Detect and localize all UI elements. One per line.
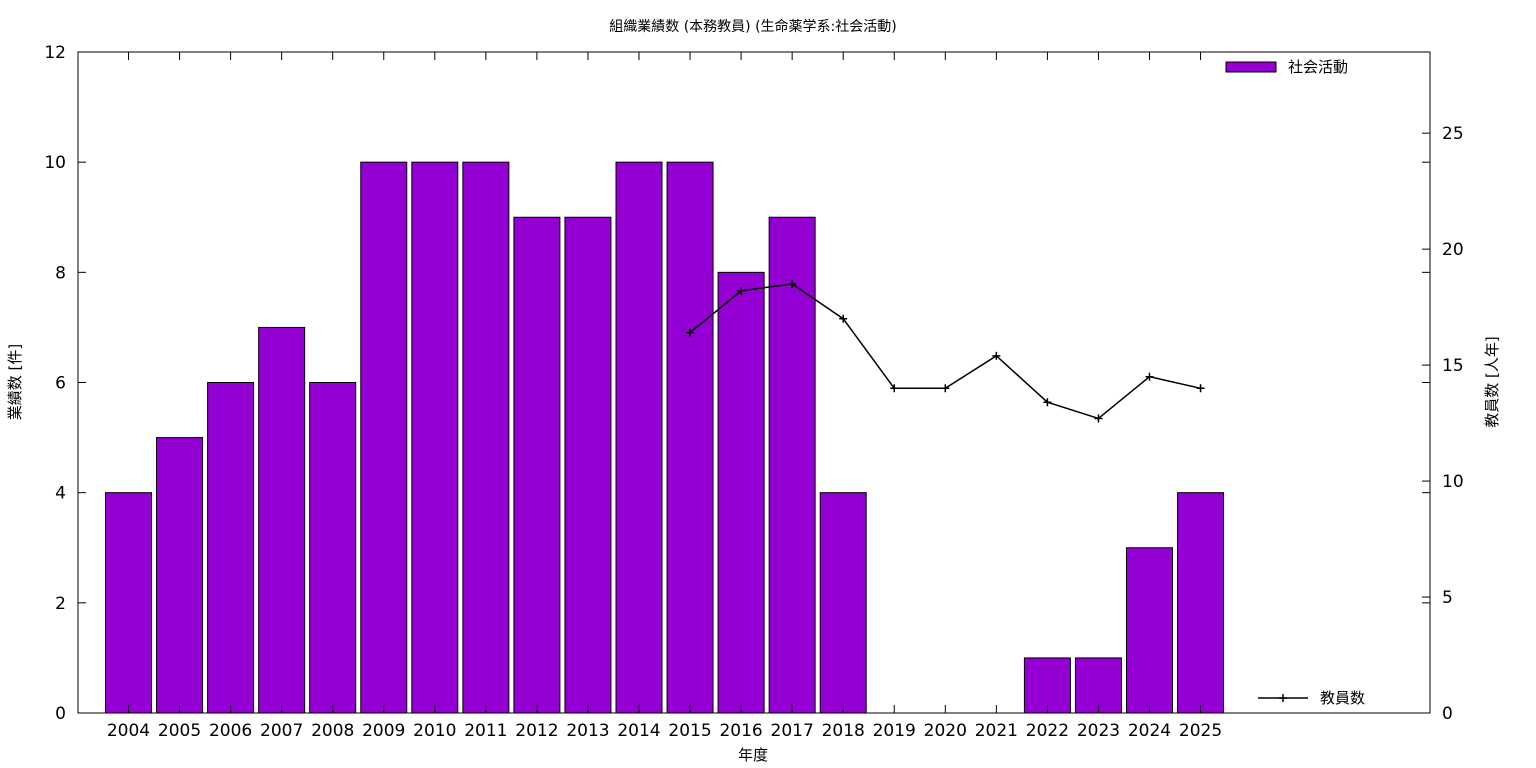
x-tick-label: 2006	[209, 721, 252, 741]
y-tick-label: 0	[55, 704, 66, 724]
point-2024	[1145, 372, 1154, 381]
bar-2024	[1126, 547, 1173, 714]
x-tick-label: 2005	[158, 721, 201, 741]
x-tick-label: 2008	[311, 721, 354, 741]
x-tick-label: 2017	[771, 721, 814, 741]
y2-tick-label: 15	[1442, 356, 1464, 376]
x-tick-label: 2007	[260, 721, 303, 741]
bar-2009	[360, 161, 408, 714]
x-tick-label: 2013	[566, 721, 609, 741]
y2-axis-label: 教員数 [人年]	[1483, 336, 1501, 427]
legend-bar: 社会活動	[1225, 58, 1348, 76]
y2-tick-label: 5	[1442, 588, 1453, 608]
x-axis-ticks: 2004 2005 2006 2007 2008 2009 2010 2011 2012 2013…	[107, 52, 1222, 741]
point-2019	[890, 384, 899, 393]
point-2015	[686, 328, 695, 337]
x-tick-label: 2010	[413, 721, 456, 741]
y-tick-label: 10	[44, 153, 66, 173]
point-2017	[788, 279, 797, 288]
bar-2017	[768, 216, 816, 714]
y2-tick-label: 0	[1442, 704, 1453, 724]
y-tick-label: 6	[55, 374, 66, 394]
line-path	[689, 283, 1201, 420]
y-tick-label: 8	[55, 263, 66, 283]
y-axis-ticks: 0 2 4 6 8 10 12	[44, 43, 1430, 724]
x-tick-label: 2019	[873, 721, 916, 741]
x-tick-label: 2020	[924, 721, 967, 741]
bar-2011	[462, 161, 510, 714]
bar-2012	[513, 216, 561, 714]
x-tick-label: 2023	[1077, 721, 1120, 741]
legend-line: 教員数	[1258, 689, 1365, 707]
line-series	[686, 279, 1205, 423]
y-tick-label: 4	[55, 484, 66, 504]
point-2021	[992, 351, 1001, 360]
y-tick-label: 2	[55, 594, 66, 614]
y-axis-label: 業績数 [件]	[6, 344, 24, 420]
x-tick-label: 2024	[1128, 721, 1171, 741]
bar-2018	[819, 492, 867, 714]
point-2018	[839, 314, 848, 323]
point-2023	[1094, 414, 1103, 423]
x-tick-label: 2004	[107, 721, 150, 741]
bar-2010	[411, 161, 459, 714]
x-tick-label: 2025	[1179, 721, 1222, 741]
bar-2025	[1177, 492, 1225, 714]
y2-tick-label: 10	[1442, 472, 1464, 492]
x-tick-label: 2012	[515, 721, 558, 741]
x-tick-label: 2011	[464, 721, 507, 741]
bar-2004	[105, 492, 152, 714]
legend-bar-swatch	[1225, 61, 1277, 73]
x-tick-label: 2018	[822, 721, 865, 741]
y-tick-label: 12	[44, 43, 66, 63]
bar-2015	[666, 161, 714, 714]
point-2016	[737, 286, 746, 295]
bar-2016	[717, 271, 765, 714]
x-tick-label: 2009	[362, 721, 405, 741]
bar-series	[105, 161, 1225, 714]
x-tick-label: 2022	[1026, 721, 1069, 741]
bar-2008	[309, 382, 357, 714]
x-tick-label: 2016	[719, 721, 762, 741]
bar-2013	[564, 216, 612, 714]
x-tick-label: 2015	[668, 721, 711, 741]
bar-2006	[207, 382, 255, 714]
bar-2022	[1023, 657, 1071, 714]
bar-2007	[258, 326, 306, 714]
y2-axis-ticks: 0 5 10 15 20 25	[1422, 124, 1464, 724]
point-2020	[941, 384, 950, 393]
point-2025	[1196, 384, 1205, 393]
bar-2005	[156, 437, 204, 714]
chart-title: 組織業績数 (本務教員) (生命薬学系:社会活動)	[609, 18, 896, 35]
x-tick-label: 2014	[617, 721, 660, 741]
x-axis-label: 年度	[738, 746, 768, 764]
x-tick-label: 2021	[975, 721, 1018, 741]
point-2022	[1043, 398, 1052, 407]
legend-line-label: 教員数	[1320, 689, 1365, 707]
legend-bar-label: 社会活動	[1288, 58, 1348, 76]
y2-tick-label: 20	[1442, 240, 1464, 260]
bar-2014	[615, 161, 663, 714]
y2-tick-label: 25	[1442, 124, 1464, 144]
bar-2023	[1074, 657, 1122, 714]
